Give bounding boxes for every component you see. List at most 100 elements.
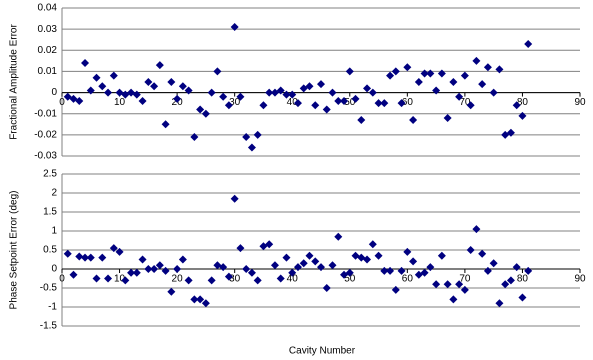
data-point	[478, 249, 487, 258]
y-tick-label: -0.03	[34, 151, 57, 162]
data-point	[351, 94, 360, 103]
data-point	[478, 80, 487, 89]
data-point	[455, 92, 464, 101]
data-point	[380, 266, 389, 275]
data-point	[495, 65, 504, 74]
data-point	[276, 86, 285, 95]
data-point	[109, 244, 118, 253]
data-point	[253, 276, 262, 285]
data-point	[247, 143, 256, 152]
data-point	[380, 99, 389, 108]
data-point	[178, 82, 187, 91]
x-tick-label: 50	[344, 274, 356, 285]
data-point	[340, 97, 349, 106]
data-point	[155, 61, 164, 70]
data-point	[483, 63, 492, 72]
data-point	[150, 82, 159, 91]
data-point	[305, 251, 314, 260]
data-point	[242, 132, 251, 141]
data-point	[144, 78, 153, 86]
y-tick-label: 0.01	[38, 66, 58, 77]
data-point	[92, 73, 101, 82]
data-point	[253, 130, 262, 139]
data-point	[363, 84, 372, 93]
data-point	[161, 266, 170, 275]
data-point	[397, 266, 406, 275]
data-point	[345, 268, 354, 277]
data-point	[449, 295, 458, 304]
y-tick-label: 1.5	[43, 207, 57, 218]
data-point	[311, 257, 320, 266]
data-point	[161, 120, 170, 129]
x-tick-label: 80	[517, 274, 529, 285]
data-point	[247, 268, 256, 277]
data-point	[472, 225, 481, 234]
data-point	[455, 280, 464, 289]
data-point	[81, 58, 90, 67]
data-point	[403, 247, 412, 256]
x-tick-label: 0	[59, 97, 65, 108]
y-axis-label: Phase Setpoint Error (deg)	[9, 191, 20, 310]
y-tick-label: 2.5	[43, 169, 57, 180]
data-point	[460, 285, 469, 294]
x-tick-label: 40	[287, 274, 299, 285]
x-tick-label: 80	[517, 97, 529, 108]
data-point	[351, 251, 360, 260]
data-point	[437, 251, 446, 260]
data-point	[63, 249, 72, 258]
data-point	[518, 293, 527, 302]
data-point	[391, 67, 400, 76]
data-point	[409, 116, 418, 125]
data-point	[259, 101, 268, 110]
y-tick-label: -1	[48, 302, 57, 313]
x-tick-label: 40	[287, 97, 299, 108]
data-point	[518, 111, 527, 120]
data-point	[317, 80, 325, 89]
y-tick-label: 0	[51, 264, 57, 275]
data-point	[201, 299, 210, 308]
data-point	[104, 88, 113, 97]
data-point	[368, 88, 377, 97]
data-point	[489, 259, 498, 268]
data-point	[75, 97, 84, 106]
data-point	[460, 71, 469, 80]
data-point	[207, 88, 216, 97]
data-point	[524, 39, 533, 48]
x-tick-label: 30	[229, 97, 241, 108]
y-tick-label: 0	[51, 87, 57, 98]
data-point	[138, 255, 147, 264]
data-point	[230, 194, 239, 203]
data-point	[201, 109, 210, 118]
data-point	[357, 116, 366, 125]
data-point	[132, 268, 141, 277]
data-point	[230, 23, 239, 32]
data-point	[334, 97, 343, 106]
data-point	[127, 268, 136, 277]
data-point	[270, 261, 279, 270]
data-point	[386, 266, 395, 275]
data-point	[236, 92, 245, 101]
data-point	[224, 272, 233, 281]
data-point	[219, 92, 228, 101]
data-point	[483, 266, 492, 275]
data-point	[506, 276, 515, 285]
data-point	[432, 280, 441, 289]
data-point	[432, 86, 441, 95]
x-tick-label: 10	[114, 97, 126, 108]
x-tick-label: 50	[344, 97, 356, 108]
data-point	[196, 295, 205, 304]
data-point	[420, 69, 429, 78]
data-point	[219, 263, 228, 272]
y-axis-label: Fractional Amplitude Error	[9, 24, 20, 140]
data-point	[173, 265, 182, 273]
data-point	[322, 284, 331, 292]
data-point	[155, 261, 164, 270]
data-point	[426, 69, 435, 78]
data-point	[184, 86, 193, 95]
data-point	[288, 268, 297, 277]
data-point	[328, 88, 337, 97]
data-point	[472, 56, 481, 65]
data-point	[104, 274, 113, 283]
data-point	[224, 101, 233, 110]
